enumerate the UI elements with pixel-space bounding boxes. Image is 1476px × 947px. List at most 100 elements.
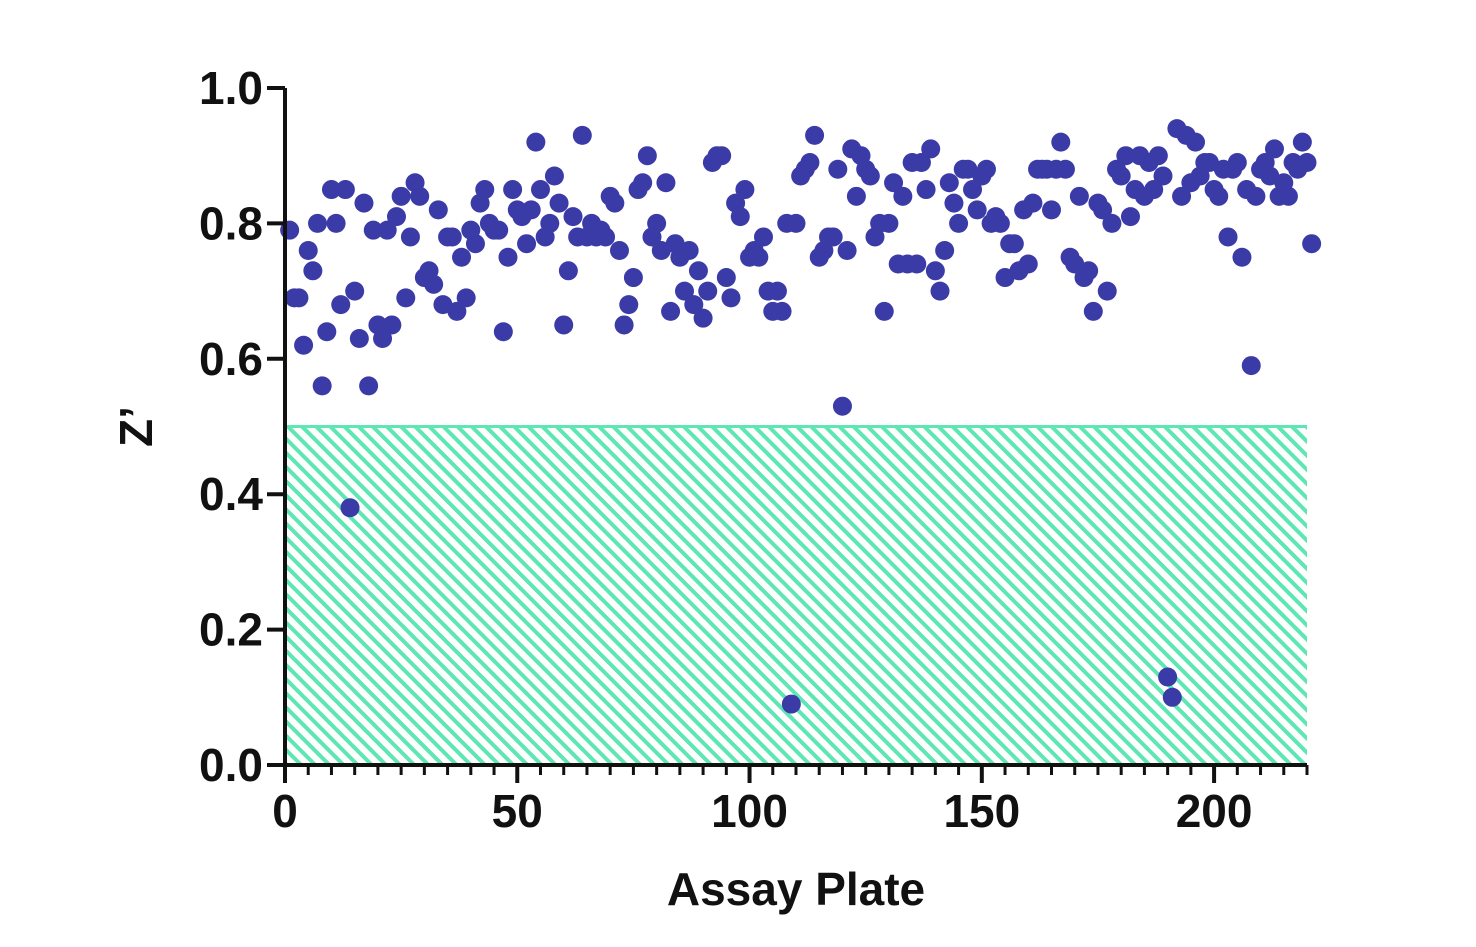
data-point (786, 213, 806, 233)
data-point (633, 173, 653, 193)
data-point (526, 132, 546, 152)
data-point (874, 301, 894, 321)
data-point (521, 200, 541, 220)
data-point (456, 288, 476, 308)
data-point (712, 146, 732, 166)
data-point (1018, 254, 1038, 274)
data-point (767, 281, 787, 301)
data-point (465, 234, 485, 254)
data-point (879, 213, 899, 233)
data-point (990, 213, 1010, 233)
data-point (893, 186, 913, 206)
data-point (1079, 261, 1099, 281)
data-point (452, 247, 472, 267)
data-point (967, 200, 987, 220)
data-point (935, 240, 955, 260)
data-point (544, 166, 564, 186)
data-point (554, 315, 574, 335)
data-point (493, 322, 513, 342)
data-point (298, 240, 318, 260)
data-point (424, 274, 444, 294)
data-point (289, 288, 309, 308)
data-point (540, 213, 560, 233)
data-point (386, 207, 406, 227)
data-point (1246, 186, 1266, 206)
data-point (447, 301, 467, 321)
data-point (1055, 159, 1075, 179)
data-point (1083, 301, 1103, 321)
x-tick-label: 50 (492, 785, 543, 837)
data-point (317, 322, 337, 342)
data-point (475, 180, 495, 200)
data-point (377, 220, 397, 240)
data-point (1172, 186, 1192, 206)
y-tick-label: 1.0 (199, 62, 263, 114)
data-point (391, 186, 411, 206)
data-point (1148, 146, 1168, 166)
data-point (596, 227, 616, 247)
data-point (916, 180, 936, 200)
data-point (656, 173, 676, 193)
data-point (781, 694, 801, 714)
data-point (335, 180, 355, 200)
x-tick-label: 100 (711, 785, 788, 837)
x-axis-ticks: 0 50 100 150 200 (272, 765, 1309, 837)
data-point (359, 376, 379, 396)
data-point (1093, 200, 1113, 220)
data-point (976, 159, 996, 179)
data-point (428, 200, 448, 220)
data-point (531, 180, 550, 200)
data-point (326, 213, 346, 233)
x-tick-label: 150 (943, 785, 1020, 837)
data-point (753, 227, 773, 247)
data-point (921, 139, 941, 159)
data-point (661, 301, 681, 321)
data-point (925, 261, 945, 281)
data-point (363, 220, 383, 240)
data-point (1023, 193, 1043, 213)
data-point (679, 240, 699, 260)
data-point (489, 220, 509, 240)
data-point (1302, 234, 1322, 254)
data-point (1153, 166, 1173, 186)
data-point (684, 295, 704, 315)
data-point (308, 213, 328, 233)
data-point (382, 315, 402, 335)
data-point (572, 125, 592, 145)
data-point (331, 295, 351, 315)
data-point (1162, 687, 1182, 707)
data-point (1186, 132, 1206, 152)
data-point (939, 173, 959, 193)
data-point (805, 125, 825, 145)
data-point (749, 247, 769, 267)
data-point (930, 281, 950, 301)
data-point (614, 315, 634, 335)
data-point (772, 301, 792, 321)
data-point (846, 186, 866, 206)
data-point (963, 180, 983, 200)
y-axis-ticks: 0.0 0.2 0.4 0.6 0.8 1.0 (199, 62, 285, 791)
data-point (1042, 200, 1061, 220)
data-point (911, 152, 931, 172)
data-point (637, 146, 657, 166)
data-point (1292, 132, 1312, 152)
data-point (1218, 227, 1238, 247)
data-point (1232, 247, 1252, 267)
data-point (410, 186, 430, 206)
data-points (280, 119, 1322, 714)
data-point (400, 227, 420, 247)
y-tick-label: 0.0 (199, 739, 263, 791)
data-point (1120, 207, 1140, 227)
x-tick-label: 0 (272, 785, 298, 837)
y-tick-label: 0.6 (199, 333, 263, 385)
data-point (1278, 186, 1298, 206)
data-point (730, 207, 750, 227)
x-tick-label: 200 (1176, 785, 1253, 837)
data-point (944, 193, 964, 213)
data-point (832, 396, 852, 416)
data-point (349, 328, 369, 348)
data-point (907, 254, 927, 274)
data-point (312, 376, 332, 396)
